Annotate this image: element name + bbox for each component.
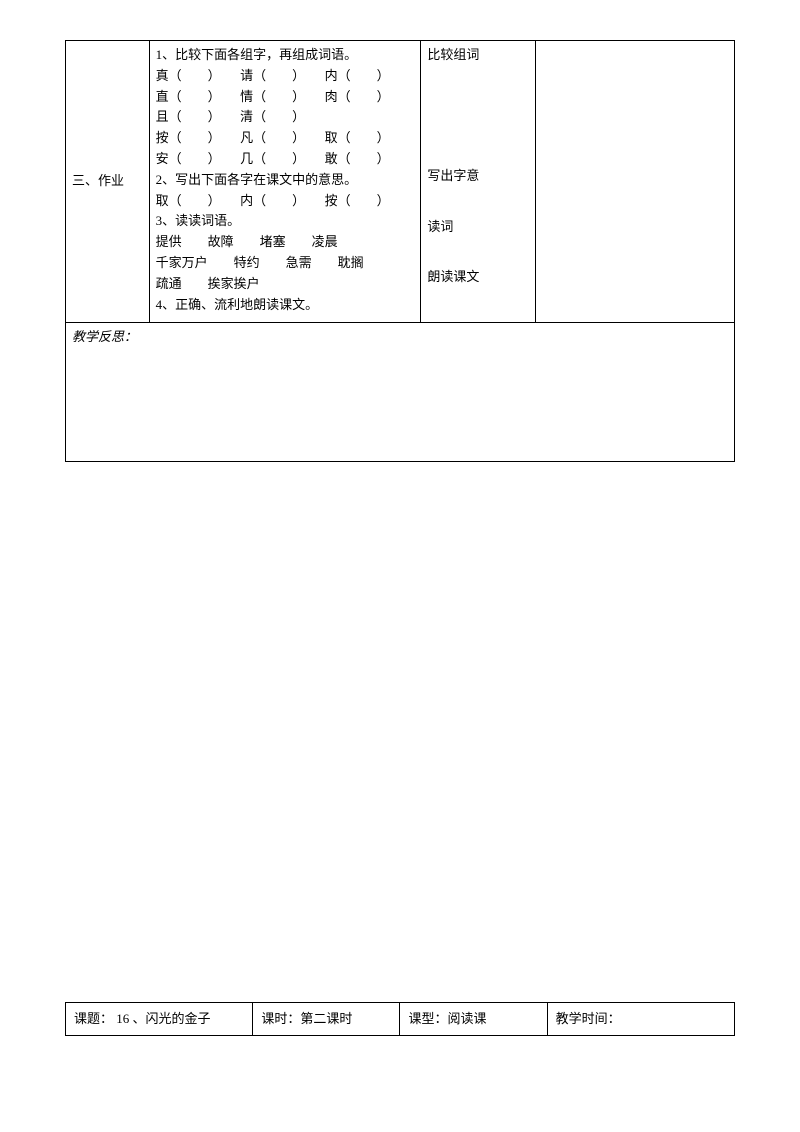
lesson-title-cell: 课题： 16 、闪光的金子 bbox=[66, 1003, 253, 1036]
lesson-title-label: 课题： bbox=[74, 1011, 113, 1026]
lesson-type-cell: 课型：阅读课 bbox=[400, 1003, 547, 1036]
homework-label-cell: 三、作业 bbox=[66, 41, 150, 323]
annotation-3: 读词 bbox=[427, 217, 529, 238]
reflection-label: 教学反思： bbox=[72, 329, 137, 344]
content-line: 真（ ） 请（ ） 内（ ） bbox=[156, 66, 415, 87]
lesson-period-cell: 课时：第二课时 bbox=[253, 1003, 400, 1036]
footer-row: 课题： 16 、闪光的金子 课时：第二课时 课型：阅读课 教学时间： bbox=[66, 1003, 735, 1036]
content-line: 千家万户 特约 急需 耽搁 bbox=[156, 253, 415, 274]
annotation-cell: 比较组词 写出字意 读词 朗读课文 bbox=[421, 41, 536, 323]
content-line: 安（ ） 几（ ） 敢（ ） bbox=[156, 149, 415, 170]
homework-content-cell: 1、比较下面各组字，再组成词语。 真（ ） 请（ ） 内（ ） 直（ ） 情（ … bbox=[149, 41, 421, 323]
reflection-cell: 教学反思： bbox=[66, 323, 735, 462]
content-line: 且（ ） 清（ ） bbox=[156, 107, 415, 128]
annotation-4: 朗读课文 bbox=[427, 267, 529, 288]
main-lesson-table: 三、作业 1、比较下面各组字，再组成词语。 真（ ） 请（ ） 内（ ） 直（ … bbox=[65, 40, 735, 462]
empty-cell bbox=[536, 41, 735, 323]
content-line: 按（ ） 凡（ ） 取（ ） bbox=[156, 128, 415, 149]
annotation-2: 写出字意 bbox=[427, 166, 529, 187]
content-line: 提供 故障 堵塞 凌晨 bbox=[156, 232, 415, 253]
homework-row: 三、作业 1、比较下面各组字，再组成词语。 真（ ） 请（ ） 内（ ） 直（ … bbox=[66, 41, 735, 323]
content-line: 1、比较下面各组字，再组成词语。 bbox=[156, 45, 415, 66]
reflection-row: 教学反思： bbox=[66, 323, 735, 462]
lesson-time: 教学时间： bbox=[556, 1011, 621, 1026]
lesson-time-cell: 教学时间： bbox=[547, 1003, 734, 1036]
annotation-1: 比较组词 bbox=[427, 45, 529, 66]
content-line: 4、正确、流利地朗读课文。 bbox=[156, 295, 415, 316]
content-line: 疏通 挨家挨户 bbox=[156, 274, 415, 295]
lesson-type: 课型：阅读课 bbox=[408, 1011, 486, 1026]
homework-label: 三、作业 bbox=[72, 173, 124, 188]
lesson-period: 课时：第二课时 bbox=[261, 1011, 352, 1026]
lesson-title-value: 16 、闪光的金子 bbox=[116, 1011, 210, 1026]
content-line: 2、写出下面各字在课文中的意思。 bbox=[156, 170, 415, 191]
footer-lesson-table: 课题： 16 、闪光的金子 课时：第二课时 课型：阅读课 教学时间： bbox=[65, 1002, 735, 1036]
content-line: 3、读读词语。 bbox=[156, 211, 415, 232]
content-line: 取（ ） 内（ ） 按（ ） bbox=[156, 191, 415, 212]
content-line: 直（ ） 情（ ） 肉（ ） bbox=[156, 87, 415, 108]
